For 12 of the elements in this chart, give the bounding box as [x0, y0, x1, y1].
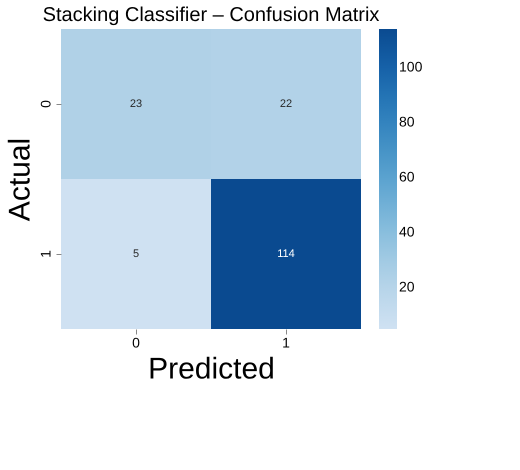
data-label: 23	[130, 98, 142, 110]
color-bar-label: 100	[399, 58, 423, 75]
color-bar-label: 40	[399, 224, 415, 240]
data-label: 22	[280, 98, 292, 110]
y-axis-title: Actual	[4, 138, 36, 222]
data-label: 114	[277, 248, 295, 260]
color-bar-label: 20	[399, 278, 415, 295]
chart-title: Stacking Classifier – Confusion Matrix	[42, 4, 380, 26]
x-axis-title: Predicted	[148, 352, 275, 386]
data-label: 5	[132, 248, 140, 260]
color-bar-label: 60	[399, 168, 415, 185]
color-bar-label: 80	[399, 114, 415, 130]
